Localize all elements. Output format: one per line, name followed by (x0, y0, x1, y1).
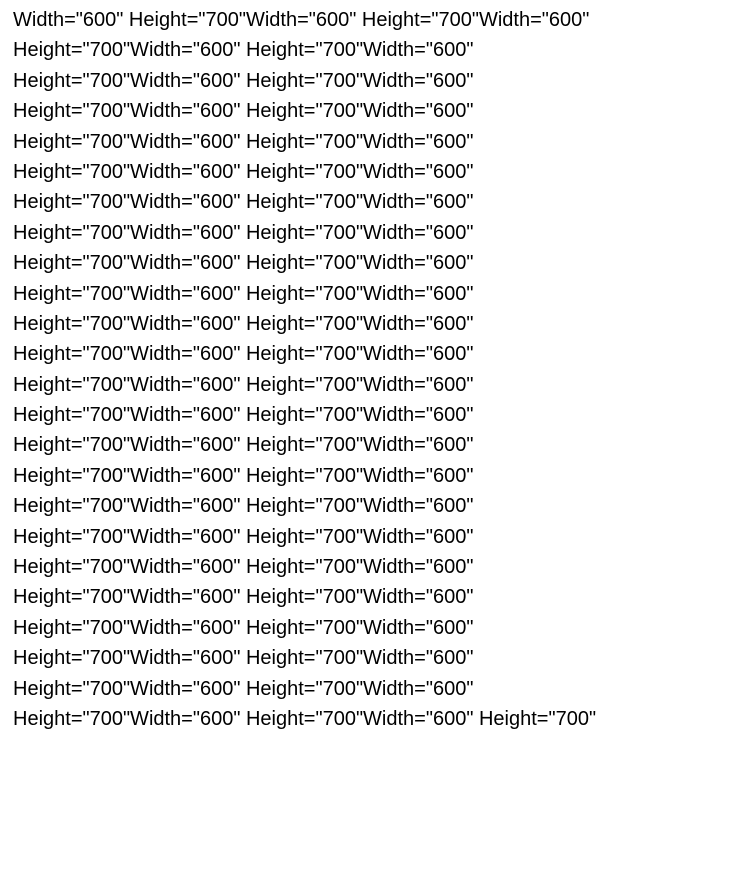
text-line-6: Height="700"Width="600" Height="700"Widt… (13, 160, 474, 183)
text-line-4: Height="700"Width="600" Height="700"Widt… (13, 100, 474, 123)
text-line-13: Height="700"Width="600" Height="700"Widt… (13, 373, 474, 396)
text-line-9: Height="700"Width="600" Height="700"Widt… (13, 252, 474, 275)
text-line-24: Height="700"Width="600" Height="700"Widt… (13, 707, 597, 730)
text-line-11: Height="700"Width="600" Height="700"Widt… (13, 312, 474, 335)
text-line-16: Height="700"Width="600" Height="700"Widt… (13, 464, 474, 487)
text-line-19: Height="700"Width="600" Height="700"Widt… (13, 556, 474, 579)
text-line-10: Height="700"Width="600" Height="700"Widt… (13, 282, 474, 305)
text-line-15: Height="700"Width="600" Height="700"Widt… (13, 434, 474, 457)
text-line-1: Width="600" Height="700"Width="600" Heig… (13, 9, 590, 31)
text-line-7: Height="700"Width="600" Height="700"Widt… (13, 191, 474, 214)
text-line-8: Height="700"Width="600" Height="700"Widt… (13, 221, 474, 244)
text-line-5: Height="700"Width="600" Height="700"Widt… (13, 130, 474, 153)
text-line-17: Height="700"Width="600" Height="700"Widt… (13, 495, 474, 518)
text-line-18: Height="700"Width="600" Height="700"Widt… (13, 525, 474, 548)
text-line-2: Height="700"Width="600" Height="700"Widt… (13, 39, 474, 62)
text-line-21: Height="700"Width="600" Height="700"Widt… (13, 616, 474, 639)
text-line-12: Height="700"Width="600" Height="700"Widt… (13, 343, 474, 366)
document-body: Width="600" Height="700"Width="600" Heig… (13, 5, 743, 734)
text-line-22: Height="700"Width="600" Height="700"Widt… (13, 647, 474, 670)
text-line-20: Height="700"Width="600" Height="700"Widt… (13, 586, 474, 609)
text-line-14: Height="700"Width="600" Height="700"Widt… (13, 404, 474, 427)
text-line-23: Height="700"Width="600" Height="700"Widt… (13, 677, 474, 700)
text-line-3: Height="700"Width="600" Height="700"Widt… (13, 69, 474, 92)
